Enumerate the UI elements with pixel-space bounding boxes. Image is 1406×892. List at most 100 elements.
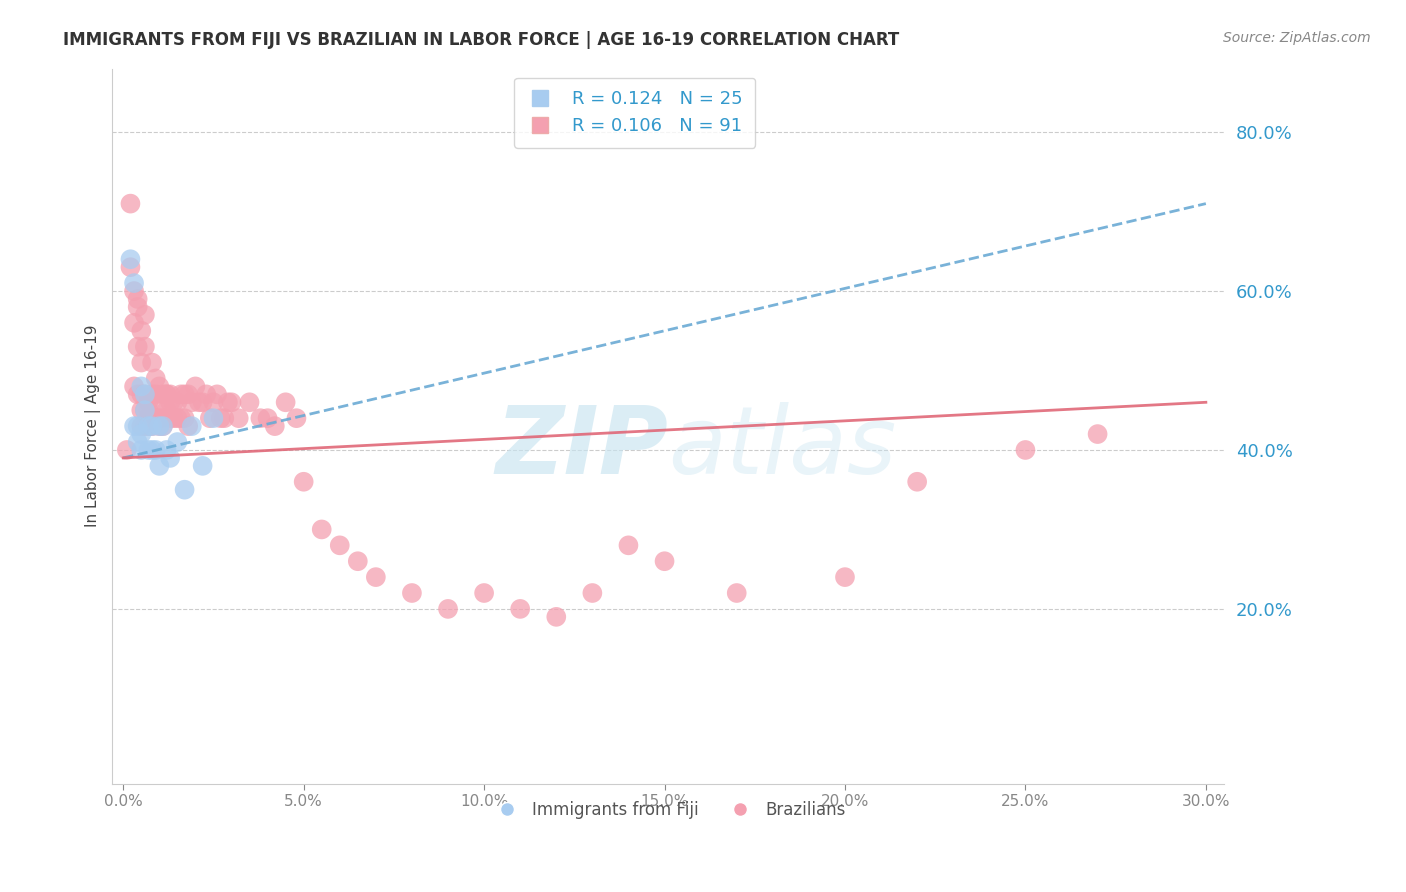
Text: Source: ZipAtlas.com: Source: ZipAtlas.com: [1223, 31, 1371, 45]
Point: [138, 403, 160, 417]
Point: [127, 300, 149, 314]
Point: [152, 419, 174, 434]
Point: [166, 395, 188, 409]
Point: [184, 379, 207, 393]
Point: [546, 610, 568, 624]
Point: [256, 411, 278, 425]
Point: [581, 586, 603, 600]
Point: [1087, 427, 1109, 442]
Point: [217, 395, 239, 409]
Point: [205, 387, 228, 401]
Point: [188, 395, 211, 409]
Point: [173, 411, 195, 425]
Point: [198, 411, 221, 425]
Point: [145, 387, 167, 401]
Point: [138, 419, 160, 434]
Point: [202, 411, 225, 425]
Point: [214, 411, 236, 425]
Point: [725, 586, 748, 600]
Point: [129, 403, 152, 417]
Point: [127, 387, 149, 401]
Point: [129, 419, 152, 434]
Point: [148, 458, 170, 473]
Text: IMMIGRANTS FROM FIJI VS BRAZILIAN IN LABOR FORCE | AGE 16-19 CORRELATION CHART: IMMIGRANTS FROM FIJI VS BRAZILIAN IN LAB…: [63, 31, 900, 49]
Point: [148, 411, 170, 425]
Point: [329, 538, 352, 552]
Point: [148, 379, 170, 393]
Point: [148, 395, 170, 409]
Point: [221, 395, 243, 409]
Point: [134, 403, 156, 417]
Point: [238, 395, 260, 409]
Point: [122, 284, 145, 298]
Point: [311, 523, 333, 537]
Point: [120, 260, 142, 275]
Point: [173, 483, 195, 497]
Point: [274, 395, 297, 409]
Point: [115, 442, 138, 457]
Point: [145, 411, 167, 425]
Point: [285, 411, 308, 425]
Point: [364, 570, 387, 584]
Point: [155, 403, 177, 417]
Point: [437, 602, 460, 616]
Point: [177, 419, 200, 434]
Point: [195, 387, 218, 401]
Point: [148, 419, 170, 434]
Point: [129, 379, 152, 393]
Point: [129, 442, 152, 457]
Point: [152, 411, 174, 425]
Point: [617, 538, 640, 552]
Point: [654, 554, 676, 568]
Point: [159, 450, 181, 465]
Point: [134, 308, 156, 322]
Point: [173, 387, 195, 401]
Point: [129, 324, 152, 338]
Point: [141, 387, 163, 401]
Point: [1014, 442, 1036, 457]
Point: [472, 586, 495, 600]
Point: [509, 602, 531, 616]
Point: [170, 411, 193, 425]
Point: [134, 340, 156, 354]
Point: [166, 435, 188, 450]
Point: [141, 355, 163, 369]
Point: [145, 371, 167, 385]
Point: [180, 395, 202, 409]
Point: [263, 419, 285, 434]
Point: [141, 419, 163, 434]
Point: [401, 586, 423, 600]
Point: [905, 475, 928, 489]
Point: [134, 387, 156, 401]
Point: [138, 442, 160, 457]
Point: [129, 355, 152, 369]
Point: [129, 427, 152, 442]
Point: [129, 387, 152, 401]
Point: [134, 387, 156, 401]
Point: [159, 387, 181, 401]
Point: [155, 387, 177, 401]
Point: [191, 458, 214, 473]
Point: [127, 340, 149, 354]
Point: [834, 570, 856, 584]
Point: [134, 403, 156, 417]
Point: [202, 395, 225, 409]
Point: [148, 419, 170, 434]
Point: [209, 411, 232, 425]
Point: [177, 387, 200, 401]
Point: [122, 276, 145, 290]
Point: [155, 387, 177, 401]
Point: [138, 411, 160, 425]
Y-axis label: In Labor Force | Age 16-19: In Labor Force | Age 16-19: [86, 325, 101, 527]
Point: [163, 395, 186, 409]
Point: [170, 387, 193, 401]
Point: [141, 419, 163, 434]
Point: [127, 435, 149, 450]
Point: [145, 442, 167, 457]
Legend: Immigrants from Fiji, Brazilians: Immigrants from Fiji, Brazilians: [484, 794, 852, 825]
Point: [249, 411, 271, 425]
Point: [152, 387, 174, 401]
Point: [152, 419, 174, 434]
Point: [159, 411, 181, 425]
Point: [292, 475, 315, 489]
